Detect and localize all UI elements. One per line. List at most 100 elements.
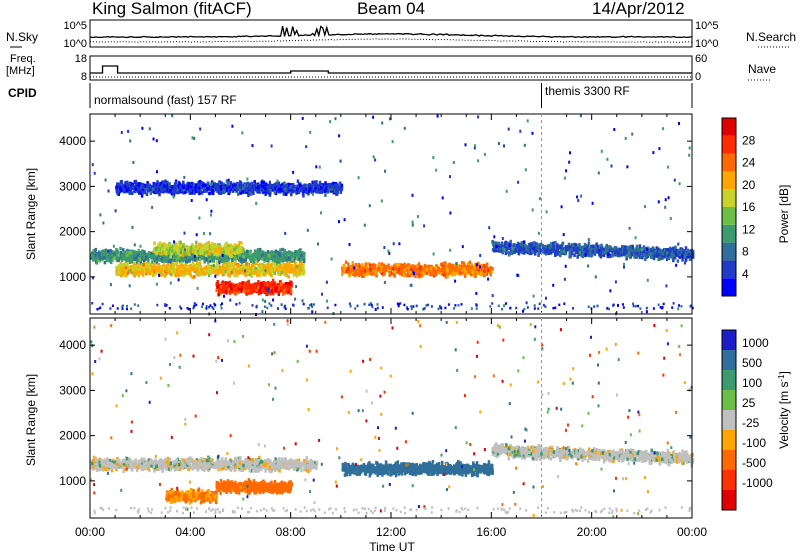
power-panel-cell: [465, 265, 469, 269]
power-panel-cell: [283, 248, 286, 253]
power-panel-cell: [254, 269, 258, 274]
power-panel-cell: [257, 283, 261, 288]
power-panel-cell: [643, 248, 646, 252]
power-panel-cell: [460, 268, 463, 272]
noise-search-label: N.Search: [746, 30, 797, 44]
nave-tick-low: 0: [695, 71, 701, 83]
power-panel-cell: [450, 273, 454, 277]
power-panel-cell: [215, 282, 219, 287]
power-panel-cell: [127, 265, 131, 270]
power-panel-cell: [625, 245, 628, 249]
power-panel-cell: [286, 259, 289, 263]
power-panel-cell: [146, 264, 149, 268]
power-panel-cell: [578, 243, 581, 247]
power-panel-cell: [119, 246, 122, 251]
power-panel-cell: [477, 261, 480, 266]
power-panel-cell: [182, 265, 186, 269]
power-panel-cell: [157, 262, 160, 267]
power-panel-cell: [482, 273, 486, 278]
power-panel-cell: [176, 270, 179, 274]
power-panel-cell: [182, 244, 185, 248]
power-panel-cell: [442, 273, 446, 277]
power-panel-cell: [606, 254, 609, 259]
power-panel-cell: [510, 243, 513, 247]
power-panel-cell: [380, 271, 384, 276]
power-panel-cell: [256, 268, 260, 272]
power-panel-cell: [675, 248, 678, 253]
power-panel-cell: [642, 251, 645, 255]
power-panel-cell: [288, 285, 291, 290]
power-panel-cell: [270, 269, 274, 274]
power-panel-cell: [111, 254, 114, 258]
power-panel-cell: [159, 258, 162, 262]
power-panel-cell: [289, 291, 293, 296]
power-panel-cell: [249, 255, 252, 259]
power-panel-cell: [234, 262, 237, 266]
power-panel-cell: [96, 254, 99, 258]
power-panel-cell: [223, 259, 226, 264]
power-panel-cell: [434, 272, 438, 277]
power-panel-cell: [163, 246, 166, 250]
power-panel-cell: [135, 261, 139, 265]
power-panel-cell: [262, 272, 265, 277]
power-panel-cell: [281, 292, 285, 296]
power-panel-cell: [350, 270, 354, 275]
power-panel-cell: [444, 275, 448, 279]
power-panel-cell: [364, 269, 367, 273]
power-panel-cell: [504, 251, 508, 256]
power-panel-cell: [216, 268, 219, 273]
power-panel-cell: [631, 244, 634, 249]
power-panel-cell: [267, 282, 271, 287]
power-panel-cell: [105, 256, 108, 260]
power-panel-cell: [94, 254, 98, 258]
power-panel-cell: [206, 265, 209, 269]
power-panel-cell: [265, 288, 268, 293]
power-panel-cell: [288, 257, 291, 261]
noise-sky-line: [89, 25, 693, 39]
power-panel-cell: [576, 250, 579, 255]
power-panel-cell: [250, 274, 254, 278]
power-panel-cell: [188, 256, 192, 260]
power-panel-cell: [256, 250, 260, 254]
power-panel-cell: [293, 265, 297, 269]
power-panel-cell: [438, 270, 441, 275]
power-panel-cell: [223, 263, 227, 268]
power-panel-cell: [400, 264, 403, 268]
power-panel-cell: [232, 288, 236, 293]
power-panel-cell: [182, 268, 185, 273]
power-panel-cell: [371, 266, 375, 270]
power-panel-cell: [556, 250, 559, 254]
power-panel-cell: [153, 265, 156, 269]
power-panel-cell: [433, 272, 436, 276]
power-panel-cell: [489, 268, 492, 272]
power-panel-cell: [289, 280, 292, 284]
power-panel-cell: [595, 242, 598, 246]
power-panel-cell: [406, 271, 410, 275]
power-panel-cell: [431, 267, 434, 271]
power-panel-cell: [463, 274, 467, 278]
power-panel-cell: [382, 263, 386, 268]
power-panel-cell: [228, 280, 232, 285]
power-panel-cell: [467, 261, 470, 265]
power-panel-cell: [651, 246, 654, 250]
power-panel-cell: [367, 267, 370, 271]
noise-tick-low-L: 10^0: [63, 38, 87, 50]
power-panel-cell: [542, 245, 546, 249]
power-panel-cell: [575, 249, 578, 253]
power-panel-cell: [672, 258, 675, 263]
power-panel-cell: [139, 261, 142, 265]
power-panel-cell: [137, 248, 140, 253]
power-panel-cell: [253, 265, 256, 269]
power-panel-cell: [118, 256, 121, 260]
power-panel-cell: [98, 256, 102, 260]
power-panel-cell: [300, 258, 304, 262]
power-panel-cell: [230, 264, 234, 268]
power-panel-cell: [300, 269, 303, 273]
power-panel-cell: [416, 264, 419, 268]
power-panel-cell: [691, 251, 695, 256]
power-panel-cell: [602, 250, 605, 255]
power-panel-cell: [424, 271, 427, 275]
power-panel-cell: [198, 264, 201, 268]
power-panel-cell: [271, 266, 274, 270]
power-panel-cell: [175, 244, 179, 248]
